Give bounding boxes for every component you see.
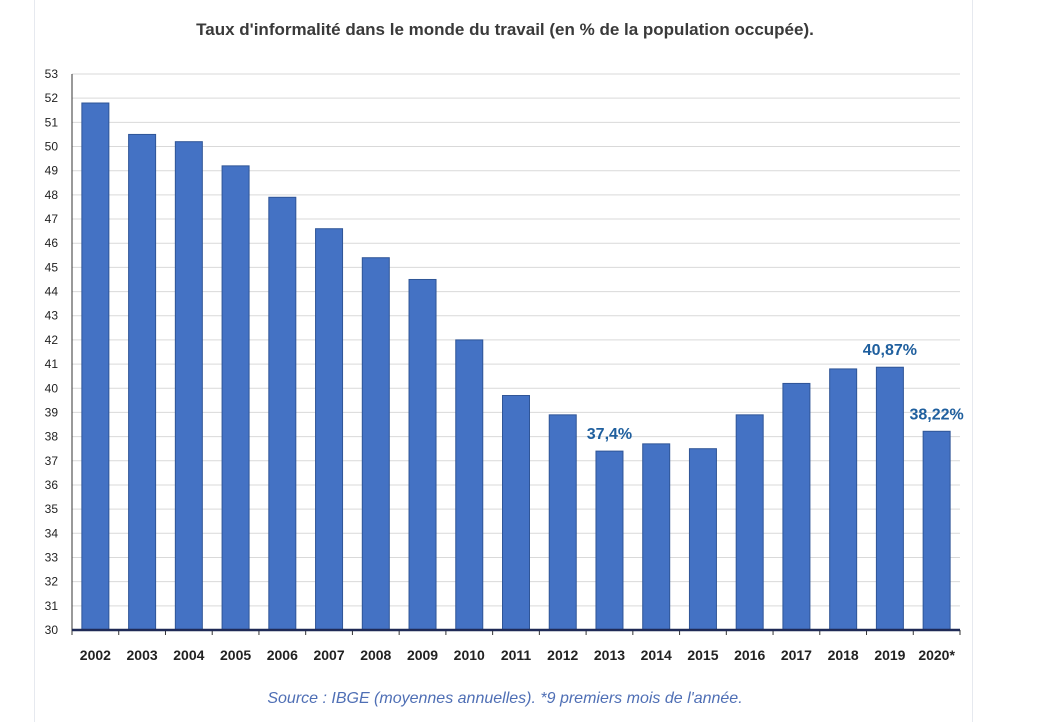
y-tick-label: 51 <box>45 115 59 129</box>
x-tick-label: 2012 <box>547 647 578 663</box>
bar <box>688 448 717 631</box>
y-tick-label: 45 <box>45 260 59 274</box>
bar <box>642 443 671 631</box>
y-tick-label: 47 <box>45 212 59 226</box>
left-border-line <box>34 0 35 722</box>
bar <box>221 165 250 631</box>
chart-title: Taux d'informalité dans le monde du trav… <box>196 20 814 39</box>
bar <box>782 382 811 631</box>
data-labels: 37,4% 40,87% 38,22% <box>587 342 964 443</box>
data-label: 40,87% <box>863 342 917 359</box>
x-tick-label: 2011 <box>501 647 532 663</box>
y-tick-label: 33 <box>45 550 59 564</box>
bar <box>455 339 484 631</box>
bar <box>548 414 577 631</box>
x-tick-label: 2007 <box>313 647 344 663</box>
y-tick-label: 39 <box>45 405 59 419</box>
y-tick-label: 41 <box>45 357 59 371</box>
y-tick-label: 31 <box>45 599 59 613</box>
bar <box>502 395 530 631</box>
x-tick-label: 2020* <box>918 647 955 663</box>
right-border-line <box>972 0 973 722</box>
bar <box>174 141 203 631</box>
chart-source-note: Source : IBGE (moyennes annuelles). *9 p… <box>267 690 743 707</box>
bar <box>81 102 110 631</box>
y-tick-label: 43 <box>45 309 59 323</box>
grid-lines <box>72 73 960 631</box>
x-tick-label: 2014 <box>641 647 672 663</box>
x-tick-label: 2002 <box>80 647 111 663</box>
bar <box>128 133 157 631</box>
x-tick-label: 2009 <box>407 647 438 663</box>
x-tick-label: 2016 <box>734 647 765 663</box>
y-tick-label: 48 <box>45 188 59 202</box>
x-tick-label: 2005 <box>220 647 251 663</box>
y-tick-label: 40 <box>45 381 59 395</box>
y-tick-label: 50 <box>45 140 59 154</box>
bars <box>81 102 951 631</box>
data-label: 38,22% <box>909 406 963 423</box>
y-tick-label: 38 <box>45 430 59 444</box>
bar <box>875 366 904 631</box>
tick-labels: 30 31 32 33 34 35 36 37 38 39 40 41 42 43 44 45 46 47 48 49… <box>45 67 956 663</box>
y-tick-label: 53 <box>45 67 59 81</box>
x-tick-label: 2015 <box>687 647 718 663</box>
x-tick-label: 2006 <box>267 647 298 663</box>
bar <box>408 278 437 631</box>
x-tick-label: 2013 <box>594 647 625 663</box>
x-tick-label: 2003 <box>127 647 158 663</box>
bar <box>922 430 951 631</box>
y-tick-label: 44 <box>45 285 59 299</box>
x-tick-label: 2010 <box>454 647 485 663</box>
bar <box>735 414 764 631</box>
y-tick-label: 35 <box>45 502 59 516</box>
bar <box>361 257 390 631</box>
x-tick-label: 2004 <box>173 647 204 663</box>
y-tick-label: 30 <box>45 623 59 637</box>
y-tick-label: 52 <box>45 91 59 105</box>
y-tick-label: 46 <box>45 236 59 250</box>
bar <box>315 228 344 631</box>
bar <box>595 450 624 631</box>
y-tick-label: 34 <box>45 526 59 540</box>
y-tick-label: 36 <box>45 478 59 492</box>
bar <box>829 368 858 631</box>
x-tick-label: 2018 <box>828 647 859 663</box>
y-tick-label: 49 <box>45 164 59 178</box>
y-tick-label: 32 <box>45 575 59 589</box>
bar <box>268 196 297 631</box>
y-tick-label: 37 <box>45 454 59 468</box>
x-tick-label: 2008 <box>360 647 391 663</box>
x-tick-label: 2017 <box>781 647 812 663</box>
axes <box>71 74 961 635</box>
data-label: 37,4% <box>587 426 632 443</box>
y-tick-label: 42 <box>45 333 59 347</box>
x-tick-label: 2019 <box>874 647 905 663</box>
